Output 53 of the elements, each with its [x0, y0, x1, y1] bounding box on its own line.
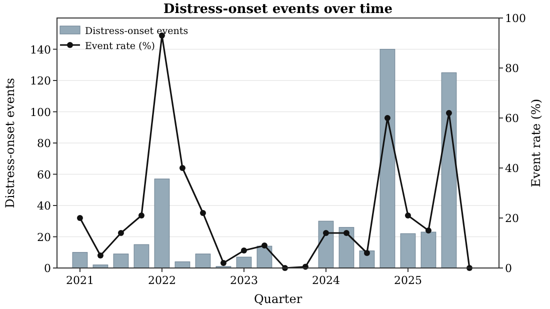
- y-tick-label: 20: [37, 230, 51, 244]
- point: [138, 212, 144, 218]
- y-axis-title: Distress-onset events: [3, 78, 17, 208]
- point: [364, 250, 370, 256]
- point: [343, 230, 350, 236]
- y2-tick-label: 40: [505, 162, 519, 175]
- point: [240, 248, 247, 254]
- x-tick-label: 2022: [148, 274, 176, 287]
- point: [200, 210, 206, 216]
- point: [404, 212, 411, 218]
- x-tick-label: 2021: [66, 274, 94, 287]
- point: [261, 242, 268, 248]
- x-tick-label: 2025: [394, 274, 422, 287]
- y-tick-label: 100: [30, 106, 51, 119]
- x-tick-label: 2023: [230, 274, 258, 287]
- point: [446, 110, 452, 116]
- y-tick-label: 80: [37, 137, 51, 150]
- point: [97, 252, 104, 258]
- legend-label: Event rate (%): [85, 41, 155, 52]
- bar: [400, 233, 416, 268]
- y2-tick-label: 60: [505, 112, 519, 125]
- point: [384, 115, 390, 121]
- point: [118, 230, 124, 236]
- bar: [380, 48, 396, 268]
- chart-title: Distress-onset events over time: [163, 2, 393, 17]
- bar: [134, 244, 150, 268]
- bar: [441, 72, 457, 268]
- y2-tick-label: 100: [505, 12, 526, 25]
- x-axis-title: Quarter: [254, 292, 302, 306]
- y-tick-label: 0: [44, 262, 51, 275]
- bar: [154, 178, 170, 268]
- legend-label: Distress-onset events: [85, 26, 188, 37]
- x-tick-label: 2024: [312, 274, 340, 287]
- y2-tick-label: 0: [505, 262, 512, 275]
- point: [220, 260, 226, 266]
- bar: [420, 232, 436, 268]
- y2-tick-label: 80: [505, 62, 519, 75]
- y2-tick-label: 20: [505, 212, 519, 225]
- bar: [72, 252, 88, 268]
- bar: [338, 227, 354, 268]
- y2-axis-title: Event rate (%): [529, 98, 543, 188]
- bar: [236, 256, 252, 268]
- y-tick-label: 120: [30, 74, 51, 88]
- bar: [318, 220, 334, 268]
- bar: [113, 254, 129, 268]
- y-tick-label: 140: [30, 43, 51, 56]
- point: [425, 228, 432, 234]
- y-tick-label: 60: [37, 168, 51, 182]
- y-tick-label: 40: [37, 200, 51, 212]
- point: [179, 165, 186, 171]
- bar: [195, 254, 211, 268]
- point: [76, 215, 83, 221]
- point: [322, 230, 329, 236]
